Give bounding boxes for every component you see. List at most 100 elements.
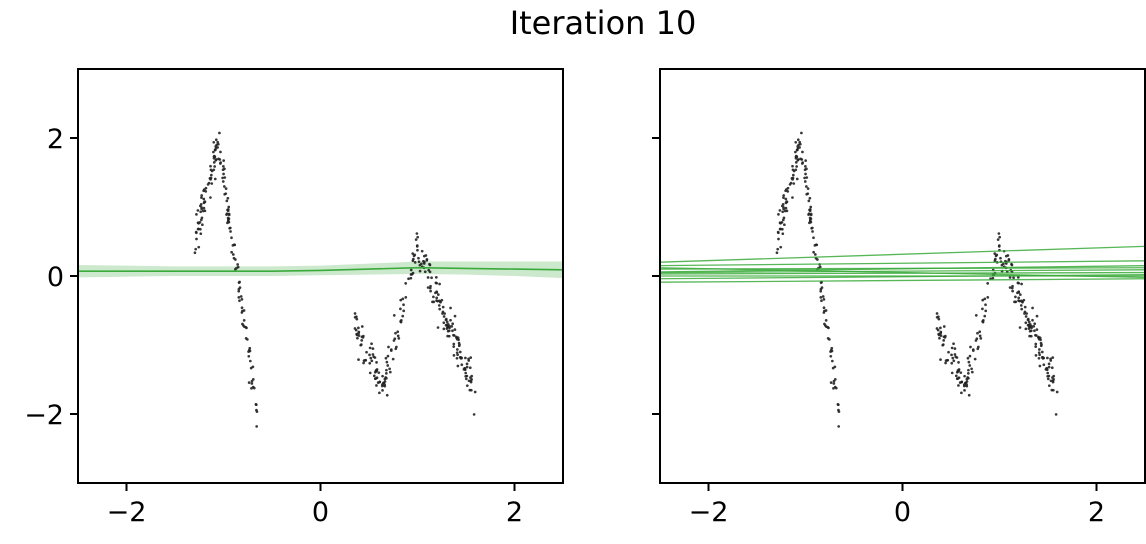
data-point	[984, 303, 987, 307]
data-point	[783, 223, 786, 227]
data-point	[790, 177, 794, 180]
data-point	[246, 338, 249, 341]
data-point	[372, 374, 376, 378]
data-point	[1042, 363, 1046, 367]
data-point	[1037, 356, 1041, 360]
data-point	[801, 161, 805, 164]
data-point	[950, 361, 954, 365]
data-point	[831, 366, 835, 370]
data-point	[442, 315, 446, 318]
data-point	[937, 332, 941, 336]
data-point	[381, 374, 384, 378]
data-point	[375, 384, 378, 387]
data-point	[1017, 299, 1020, 302]
data-point	[953, 347, 957, 350]
data-point	[199, 202, 203, 206]
data-point	[1028, 323, 1032, 326]
data-point	[1006, 254, 1010, 257]
data-point	[1025, 312, 1028, 315]
sample-line	[660, 269, 1145, 274]
x-tick-label: −2	[689, 497, 729, 528]
data-point	[452, 345, 456, 348]
data-point	[1032, 324, 1036, 328]
data-point	[935, 315, 939, 319]
data-point	[465, 384, 469, 388]
x-tick-label: 2	[506, 497, 523, 528]
data-point	[446, 329, 450, 333]
data-point	[786, 190, 790, 193]
data-point	[812, 250, 815, 254]
data-point	[952, 359, 956, 363]
data-point	[781, 227, 784, 231]
data-point	[417, 256, 420, 260]
data-point	[434, 281, 438, 285]
data-point	[212, 155, 216, 158]
data-point	[195, 231, 198, 235]
data-point	[378, 391, 381, 395]
data-point	[436, 293, 440, 296]
data-point	[1035, 328, 1039, 331]
data-point	[221, 180, 225, 183]
data-point	[991, 276, 995, 280]
data-point	[1021, 300, 1024, 303]
data-point	[255, 425, 259, 428]
data-point	[1054, 413, 1058, 416]
data-point	[808, 196, 812, 200]
data-point	[819, 289, 823, 293]
data-point	[430, 276, 433, 280]
data-point	[229, 230, 232, 233]
data-point	[427, 268, 431, 272]
data-point	[1039, 344, 1043, 348]
data-point	[457, 344, 461, 348]
data-point	[388, 367, 391, 371]
data-point	[212, 161, 216, 164]
data-point	[778, 227, 782, 231]
data-point	[373, 377, 377, 381]
data-point	[1007, 257, 1011, 261]
data-point	[360, 339, 364, 342]
data-point	[1024, 321, 1028, 325]
data-point	[1011, 289, 1014, 293]
data-point	[231, 253, 235, 256]
data-point	[386, 354, 390, 358]
data-point	[457, 341, 461, 345]
data-point	[836, 403, 840, 407]
data-point	[377, 371, 381, 375]
data-point	[458, 350, 462, 354]
data-point	[1024, 315, 1028, 318]
data-point	[1045, 368, 1049, 372]
data-point	[418, 269, 422, 273]
data-point	[1028, 329, 1032, 333]
data-point	[223, 185, 226, 188]
data-point	[950, 353, 953, 357]
data-point	[997, 245, 1001, 248]
data-point	[1031, 306, 1034, 310]
data-point	[207, 181, 211, 185]
data-point	[983, 297, 987, 301]
sample-line	[660, 260, 1145, 267]
data-point	[467, 359, 471, 362]
data-point	[249, 366, 253, 370]
data-point	[356, 336, 359, 340]
data-point	[355, 317, 359, 321]
data-point	[777, 237, 780, 241]
data-point	[822, 298, 826, 301]
data-point	[458, 356, 462, 359]
data-point	[968, 354, 972, 358]
data-point	[1046, 356, 1049, 360]
data-point	[1019, 304, 1023, 307]
data-point	[391, 357, 395, 361]
data-point	[795, 165, 798, 168]
data-point	[445, 320, 449, 324]
data-point	[357, 326, 360, 330]
left-axis-ticks: −2 0 2 −2 0 2	[24, 124, 523, 528]
data-point	[939, 358, 942, 361]
data-point	[955, 356, 959, 359]
data-point	[1014, 295, 1017, 299]
data-point	[217, 157, 220, 161]
data-point	[957, 361, 960, 364]
data-point	[222, 165, 225, 168]
data-point	[365, 350, 368, 354]
data-point	[978, 334, 982, 338]
data-point	[832, 386, 835, 390]
